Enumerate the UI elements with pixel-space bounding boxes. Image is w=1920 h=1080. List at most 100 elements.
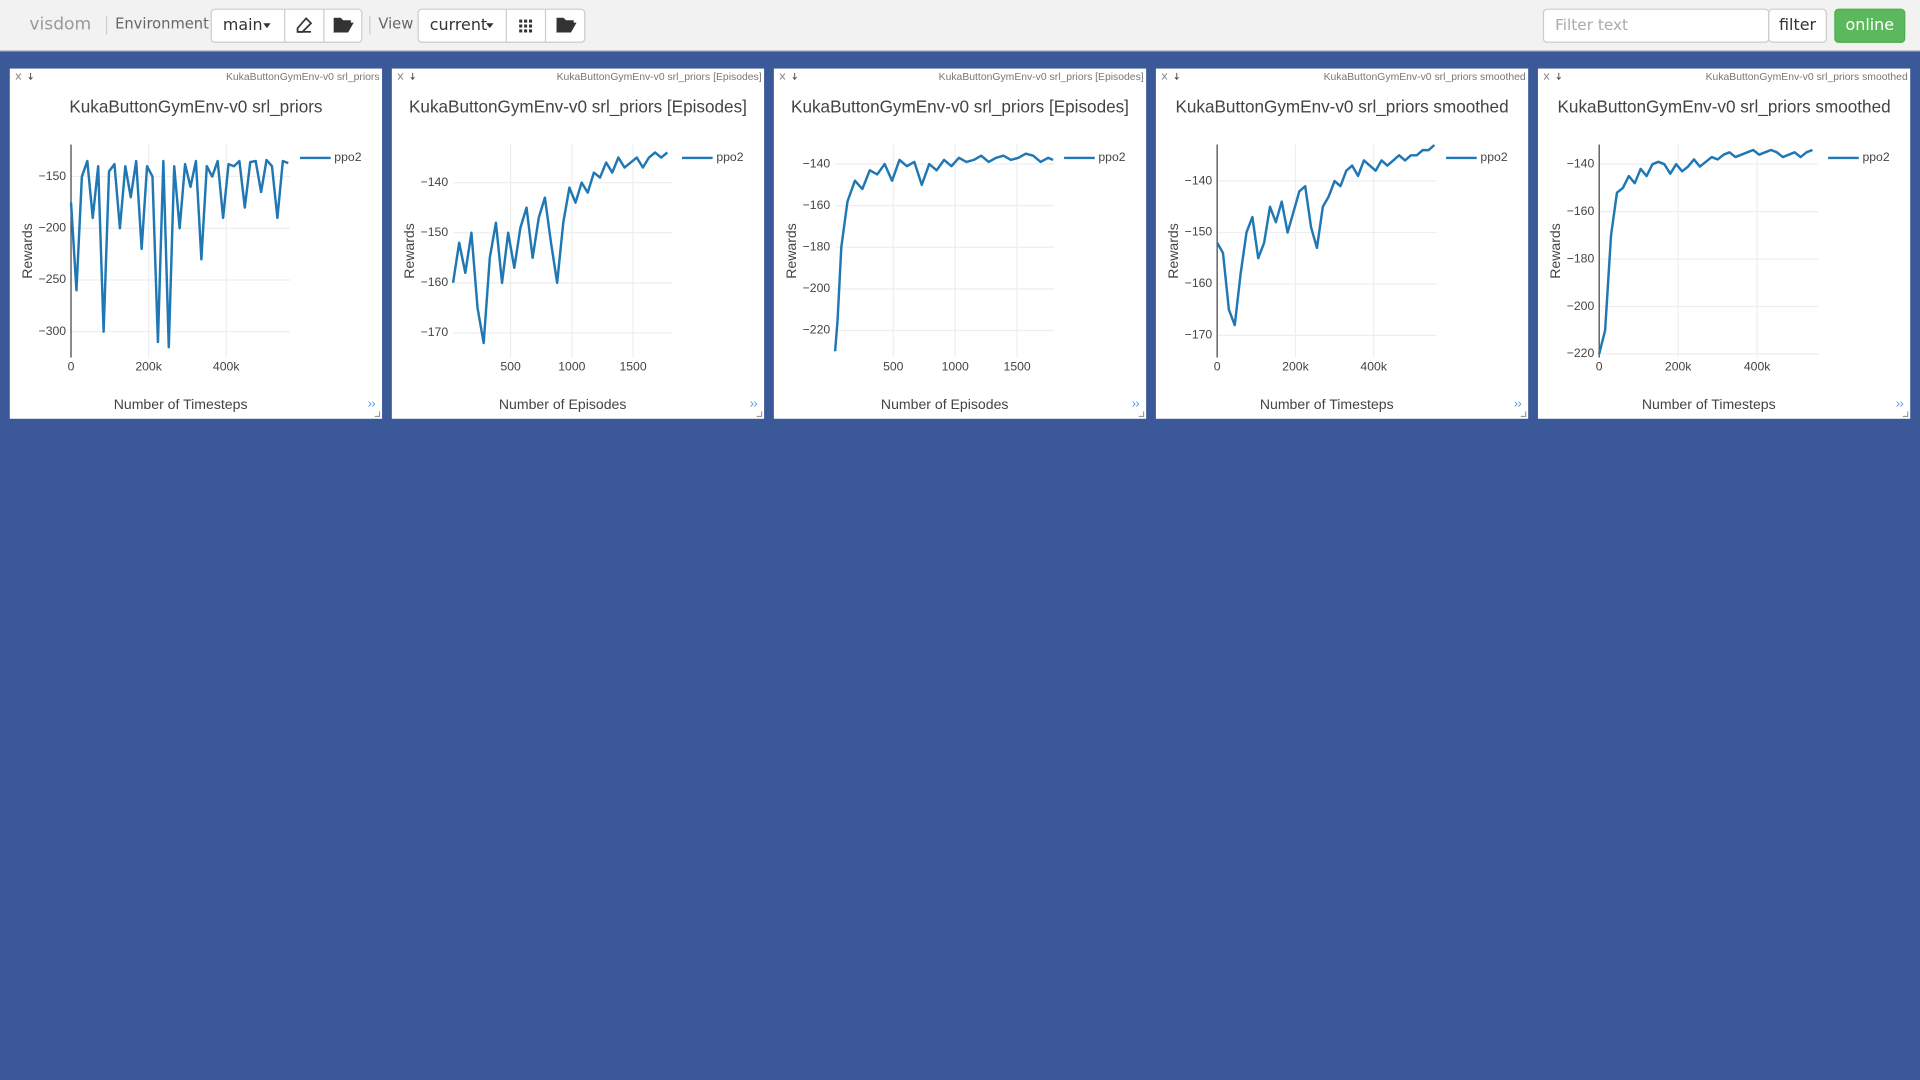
y-tick-label: −150 (421, 225, 449, 239)
window-panel (9, 68, 383, 419)
window-title: KukaButtonGymEnv-v0 srl_priors [Episodes… (557, 72, 762, 83)
data-line (833, 152, 1054, 352)
eraser-button[interactable] (296, 17, 313, 33)
filter-placeholder[interactable]: Filter text (1555, 16, 1628, 34)
filter-button-label[interactable]: filter (1779, 15, 1816, 34)
view-button-group (417, 8, 586, 43)
y-tick-label: −140 (1185, 173, 1213, 187)
y-tick-label: −160 (421, 275, 449, 289)
y-tick-label: −140 (803, 156, 831, 170)
y-tick-label: −170 (421, 325, 449, 339)
environment-value[interactable]: main (223, 15, 263, 34)
status-label[interactable]: online (1846, 15, 1895, 34)
x-tick-label: 0 (1596, 360, 1603, 374)
x-axis-label: Number of Timesteps (114, 396, 248, 412)
x-axis-label: Number of Episodes (881, 396, 1009, 412)
resize-handle[interactable] (374, 411, 381, 417)
download-icon[interactable] (1556, 72, 1561, 81)
expand-icon[interactable] (750, 401, 758, 407)
x-tick-label: 1000 (942, 360, 969, 374)
y-tick-label: −220 (803, 323, 831, 337)
status-button[interactable] (1834, 8, 1906, 43)
window-title: KukaButtonGymEnv-v0 srl_priors [Episodes… (939, 72, 1144, 83)
chart-title: KukaButtonGymEnv-v0 srl_priors (69, 96, 322, 116)
download-icon[interactable] (1174, 72, 1179, 81)
plot-window: KukaButtonGymEnv-v0 srl_priors smoothed K… (1537, 68, 1911, 419)
x-axis-label: Number of Timesteps (1260, 396, 1394, 412)
plot-window: KukaButtonGymEnv-v0 srl_priors [Episodes… (773, 68, 1147, 419)
legend-label[interactable]: ppo2 (334, 150, 361, 164)
folder-button[interactable] (333, 17, 354, 33)
plot-window: KukaButtonGymEnv-v0 srl_priors [Episodes… (391, 68, 765, 419)
close-icon[interactable] (1543, 73, 1550, 80)
window-panel (391, 68, 765, 419)
expand-icon[interactable] (368, 401, 376, 407)
resize-handle[interactable] (1520, 411, 1527, 417)
close-icon[interactable] (1161, 73, 1168, 80)
x-tick-label: 1500 (1004, 360, 1031, 374)
data-line (69, 158, 289, 349)
x-tick-label: 1000 (558, 360, 585, 374)
grid-button[interactable] (519, 19, 533, 33)
y-tick-label: −180 (1567, 251, 1595, 265)
y-axis-label: Rewards (783, 223, 799, 279)
window-panel (1155, 68, 1529, 419)
y-tick-label: −300 (39, 324, 67, 338)
download-icon[interactable] (410, 72, 415, 81)
chart-title: KukaButtonGymEnv-v0 srl_priors [Episodes… (791, 96, 1129, 116)
expand-icon[interactable] (1514, 401, 1522, 407)
x-tick-label: 400k (1360, 360, 1387, 374)
y-tick-label: −150 (1185, 225, 1213, 239)
window-title: KukaButtonGymEnv-v0 srl_priors smoothed (1706, 72, 1908, 83)
y-tick-label: −140 (421, 175, 449, 189)
view-value[interactable]: current (430, 15, 487, 34)
y-tick-label: −220 (1567, 346, 1595, 360)
filter-button[interactable] (1768, 8, 1827, 43)
download-icon[interactable] (28, 72, 33, 81)
y-tick-label: −160 (803, 198, 831, 212)
x-axis-label: Number of Episodes (499, 396, 627, 412)
plot-window: KukaButtonGymEnv-v0 srl_priors KukaButton… (9, 68, 383, 419)
y-tick-label: −180 (803, 240, 831, 254)
chart-title: KukaButtonGymEnv-v0 srl_priors smoothed (1175, 96, 1508, 116)
x-tick-label: 400k (1744, 360, 1771, 374)
x-axis-label: Number of Timesteps (1642, 396, 1776, 412)
x-tick-label: 500 (883, 360, 904, 374)
y-axis-label: Rewards (401, 223, 417, 279)
data-line (451, 151, 669, 345)
caret (263, 23, 271, 29)
y-tick-label: −160 (1185, 276, 1213, 290)
close-icon[interactable] (15, 73, 22, 80)
brand[interactable]: visdom (29, 14, 91, 34)
window-panel (773, 68, 1147, 419)
folder-button[interactable] (556, 17, 577, 33)
y-tick-label: −200 (1567, 299, 1595, 313)
legend-label[interactable]: ppo2 (1862, 150, 1889, 164)
legend-label[interactable]: ppo2 (1098, 150, 1125, 164)
data-line (1597, 148, 1813, 355)
chart-title: KukaButtonGymEnv-v0 srl_priors [Episodes… (409, 96, 747, 116)
close-icon[interactable] (779, 73, 786, 80)
chart-title: KukaButtonGymEnv-v0 srl_priors smoothed (1558, 96, 1891, 116)
download-icon[interactable] (792, 72, 797, 81)
expand-icon[interactable] (1896, 401, 1904, 407)
resize-handle[interactable] (756, 411, 763, 417)
x-tick-label: 0 (1214, 360, 1221, 374)
legend-label[interactable]: ppo2 (1480, 150, 1507, 164)
x-tick-label: 500 (500, 360, 521, 374)
resize-handle[interactable] (1138, 411, 1145, 417)
window-title: KukaButtonGymEnv-v0 srl_priors smoothed (1324, 72, 1526, 83)
legend-label[interactable]: ppo2 (716, 150, 743, 164)
x-tick-label: 200k (1665, 360, 1692, 374)
window-panel (1537, 68, 1911, 419)
caret (486, 23, 494, 29)
resize-handle[interactable] (1902, 411, 1909, 417)
x-tick-label: 0 (68, 360, 75, 374)
expand-icon[interactable] (1132, 401, 1140, 407)
y-tick-label: −160 (1567, 204, 1595, 218)
y-tick-label: −150 (39, 169, 67, 183)
data-line (1216, 144, 1436, 327)
close-icon[interactable] (397, 73, 404, 80)
x-tick-label: 1500 (619, 360, 646, 374)
